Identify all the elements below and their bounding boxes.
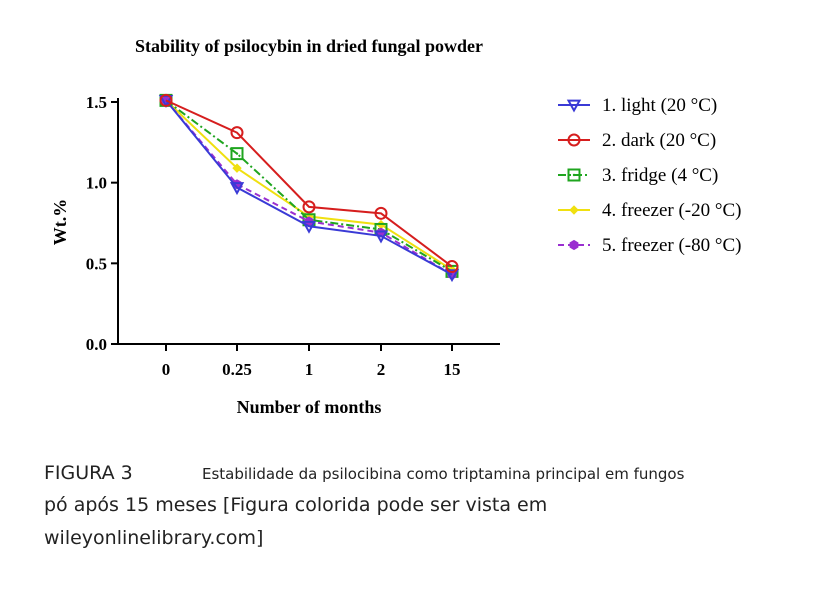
series-2-point (159, 93, 173, 107)
legend-marker-1 (566, 99, 582, 113)
x-axis-label: Number of months (237, 397, 382, 417)
legend-item-5: 5. freezer (-80 °C) (558, 235, 741, 256)
series-3-point-box (230, 147, 244, 161)
x-tick-label: 0.25 (222, 360, 252, 379)
legend-marker-2 (567, 133, 581, 147)
series-1-point (301, 220, 317, 234)
psilocybin-stability-chart: Stability of psilocybin in dried fungal … (50, 36, 741, 417)
caption-label: FIGURA 3 (44, 462, 133, 484)
legend-marker-4 (569, 205, 579, 215)
legend-marker-5 (569, 239, 579, 251)
legend-item-2: 2. dark (20 °C) (558, 130, 716, 151)
y-tick-label: 0.0 (86, 335, 107, 354)
legend-label-2: 2. dark (20 °C) (602, 130, 716, 151)
x-tick-label: 2 (377, 360, 386, 379)
chart-title: Stability of psilocybin in dried fungal … (135, 36, 483, 56)
caption-line-1: FIGURA 3 Estabilidade da psilocibina como… (44, 458, 784, 489)
legend-label-4: 4. freezer (-20 °C) (602, 200, 741, 221)
caption-text-1: Estabilidade da psilocibina como triptam… (202, 465, 685, 483)
series-2-point (302, 200, 316, 214)
legend-label-5: 5. freezer (-80 °C) (602, 235, 741, 256)
y-tick-label: 1.5 (86, 93, 107, 112)
series-3 (159, 93, 459, 278)
x-tick-label: 15 (444, 360, 461, 379)
series-2-point (374, 206, 388, 220)
figure-caption: FIGURA 3 Estabilidade da psilocibina como… (44, 458, 784, 555)
series-1-line (165, 99, 453, 276)
series-5-line (165, 99, 453, 276)
y-axis-label: Wt.% (50, 199, 70, 246)
legend-item-3: 3. fridge (4 °C) (558, 165, 718, 186)
caption-line-2: pó após 15 meses [Figura colorida pode s… (44, 494, 548, 516)
series-2 (159, 93, 459, 274)
legend-marker-3 (567, 168, 581, 182)
series-1 (158, 94, 460, 283)
legend-label-1: 1. light (20 °C) (602, 95, 717, 116)
series-3-line (165, 99, 453, 273)
y-tick-label: 1.0 (86, 174, 107, 193)
series-2-point (230, 126, 244, 140)
series-3-point (230, 147, 244, 161)
legend-label-3: 3. fridge (4 °C) (602, 165, 718, 186)
legend-item-4: 4. freezer (-20 °C) (558, 200, 741, 221)
x-tick-label: 1 (305, 360, 314, 379)
caption-line-3: wileyonlinelibrary.com] (44, 527, 264, 549)
series-2-point (445, 260, 459, 274)
series-2-line (165, 99, 453, 268)
y-tick-label: 0.5 (86, 254, 107, 273)
series-1-point (444, 269, 460, 283)
series-4-line (165, 99, 453, 271)
x-tick-label: 0 (162, 360, 171, 379)
series-3-point-dot (235, 152, 239, 155)
series-4-point (232, 163, 242, 173)
legend: 1. light (20 °C) 2. dark (20 °C) 3. fridge… (558, 95, 741, 256)
legend-item-1: 1. light (20 °C) (558, 95, 717, 116)
plot-area: 0.0 0.5 1.0 1.5 0 0.25 1 2 15 (86, 93, 500, 379)
series-1-point (229, 182, 245, 196)
series-1-point (373, 230, 389, 244)
legend-marker-3-box (567, 168, 581, 182)
legend-marker-3-dot (572, 173, 576, 177)
